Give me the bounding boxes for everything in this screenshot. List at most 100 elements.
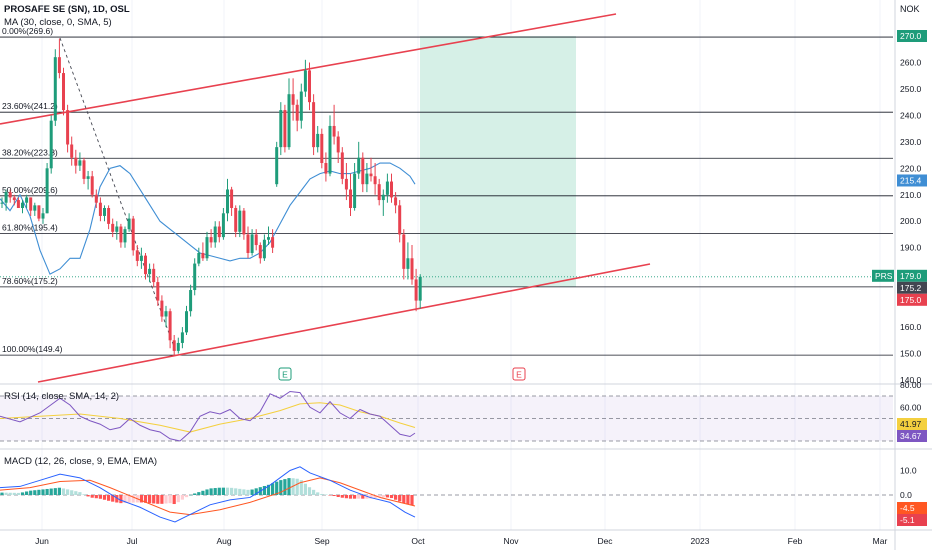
candle-body: [33, 205, 37, 211]
macd-histogram-bar: [307, 487, 312, 495]
macd-histogram-bar: [8, 492, 12, 495]
candle-body: [328, 125, 332, 174]
macd-histogram-bar: [275, 481, 279, 495]
macd-histogram-bar: [168, 495, 172, 504]
macd-histogram-bar: [164, 495, 168, 504]
candle-body: [353, 173, 357, 208]
candle-body: [29, 197, 33, 211]
candle-body: [90, 176, 94, 195]
earnings-label: E: [282, 370, 288, 380]
candle-body: [180, 332, 184, 343]
macd-histogram-bar: [86, 495, 90, 497]
candle-body: [418, 276, 422, 301]
price-label: 270.0: [900, 31, 922, 41]
candle-body: [254, 234, 258, 246]
macd-histogram-bar: [262, 485, 266, 495]
candle-body: [275, 147, 279, 185]
macd-histogram-bar: [328, 495, 332, 496]
candle-body: [402, 234, 406, 269]
price-tick: 140.0: [900, 375, 922, 385]
fib-label: 50.00%(209.6): [2, 185, 58, 195]
candle-body: [201, 252, 205, 259]
candle-body: [209, 237, 213, 243]
ma-indicator-title: MA (30, close, 0, SMA, 5): [4, 17, 112, 28]
macd-histogram-bar: [53, 488, 57, 495]
candle-body: [4, 192, 8, 203]
macd-line: [0, 466, 416, 523]
macd-histogram-bar: [205, 489, 209, 495]
macd-histogram-bar: [90, 495, 94, 498]
candle-body: [271, 237, 275, 248]
macd-axis-tick: 10.0: [900, 466, 917, 476]
macd-histogram-bar: [16, 492, 20, 495]
candle-body: [230, 189, 234, 208]
rsi-line: [0, 390, 416, 442]
rsi-label: 41.97: [900, 419, 922, 429]
candle-body: [246, 234, 250, 253]
macd-histogram-bar: [250, 489, 254, 495]
candle-body: [57, 57, 61, 74]
candle-body: [45, 168, 49, 214]
macd-histogram-bar: [78, 492, 82, 495]
macd-histogram-bar: [242, 489, 246, 495]
price-label: 175.2: [900, 283, 922, 293]
candle-body: [414, 279, 418, 301]
candle-body: [127, 218, 131, 230]
macd-histogram-bar: [246, 489, 250, 495]
candle-body: [283, 110, 287, 148]
candle-body: [139, 255, 143, 261]
macd-histogram-bar: [74, 491, 78, 495]
macd-histogram-bar: [107, 495, 111, 501]
macd-histogram-bar: [295, 478, 299, 495]
candle-body: [385, 181, 389, 195]
price-label: 215.4: [900, 175, 922, 185]
candle-body: [185, 311, 188, 333]
price-tick: 190.0: [900, 243, 922, 253]
macd-histogram-bar: [209, 488, 213, 495]
fib-label: 0.00%(269.6): [2, 26, 53, 36]
macd-histogram-bar: [369, 495, 373, 499]
candle-body: [16, 200, 20, 208]
macd-histogram-bar: [381, 495, 385, 498]
candle-body: [98, 202, 102, 216]
candle-body: [213, 226, 217, 243]
candle-body: [221, 213, 225, 238]
macd-histogram-bar: [160, 495, 164, 504]
candle-body: [365, 173, 369, 185]
candle-body: [324, 163, 328, 174]
candle-body: [217, 226, 221, 238]
fib-label: 38.20%(223.8): [2, 147, 58, 157]
candle-body: [189, 290, 193, 312]
candle-body: [410, 258, 414, 280]
candle-body: [135, 250, 139, 261]
price-label: 179.0: [900, 271, 922, 281]
candle-body: [369, 173, 373, 177]
macd-histogram-bar: [45, 488, 49, 495]
macd-histogram-bar: [119, 495, 123, 504]
macd-histogram-bar: [131, 495, 135, 503]
time-tick: Feb: [788, 536, 803, 546]
macd-histogram-bar: [398, 495, 402, 502]
macd-histogram-bar: [410, 495, 414, 506]
macd-histogram-bar: [172, 495, 176, 505]
candle-body: [279, 110, 283, 148]
candle-body: [172, 340, 176, 351]
target-zone: [420, 36, 576, 287]
candle-body: [226, 189, 229, 214]
macd-label-box: [897, 514, 927, 526]
fib-label: 61.80%(195.4): [2, 222, 58, 232]
candle-body: [49, 120, 53, 169]
macd-histogram-bar: [303, 483, 307, 495]
candle-body: [320, 133, 324, 164]
candle-body: [152, 268, 156, 283]
macd-histogram-bar: [66, 489, 70, 495]
macd-histogram-bar: [12, 492, 16, 495]
macd-histogram-bar: [266, 484, 271, 495]
candle-body: [357, 157, 361, 174]
macd-histogram-bar: [213, 488, 217, 495]
macd-histogram-bar: [139, 495, 143, 503]
candle-body: [156, 282, 160, 301]
macd-histogram-bar: [357, 495, 361, 499]
candle-body: [381, 194, 385, 201]
